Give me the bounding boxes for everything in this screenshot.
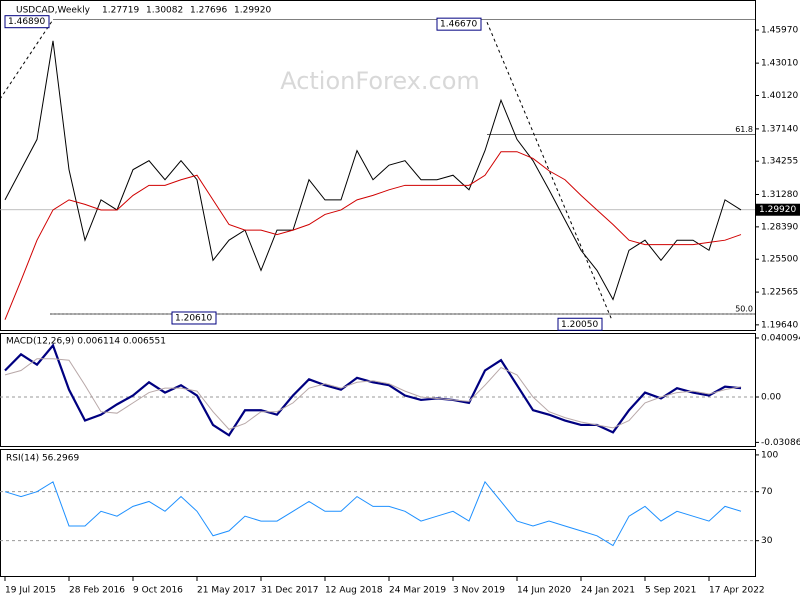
y-tick-label: 1.37140 [761, 124, 798, 134]
x-tick-label: 5 Sep 2021 [645, 586, 696, 596]
ohlc: 1.29920 [234, 6, 271, 16]
watermark: ActionForex.com [280, 67, 480, 95]
x-tick-label: 14 Jun 2020 [517, 586, 571, 596]
annotation-label: 1.20050 [561, 320, 598, 330]
x-tick-label: 3 Nov 2019 [453, 586, 505, 596]
y-tick-label: 1.45970 [761, 25, 798, 35]
current-price-box [756, 203, 800, 216]
macd-panel [0, 333, 756, 447]
y-tick-label: 1.43010 [761, 59, 798, 69]
x-tick-label: 9 Oct 2016 [133, 586, 183, 596]
series-line [4, 40, 742, 301]
trend-line [0, 19, 54, 100]
macd-title: MACD(12,26,9) 0.006114 0.006551 [6, 337, 166, 347]
current-price-label: 1.29920 [759, 205, 796, 215]
ohlc: 1.27696 [190, 6, 227, 16]
x-tick-label: 31 Dec 2017 [261, 586, 319, 596]
y-tick-label: 100 [761, 450, 778, 460]
y-tick-label: 70 [761, 487, 773, 497]
ohlc: 1.30082 [146, 6, 183, 16]
x-tick-label: 24 Mar 2019 [389, 586, 446, 596]
x-tick-label: 17 Apr 2022 [709, 586, 765, 596]
y-tick-label: 30 [761, 536, 773, 546]
annotation-label: 1.20610 [175, 313, 212, 323]
y-tick-label: 1.40120 [761, 91, 798, 101]
y-tick-label: -0.03086 [761, 438, 800, 448]
annotation-box [436, 17, 482, 31]
annotation-label: 1.46670 [440, 20, 477, 30]
y-tick-label: 1.31280 [761, 190, 798, 200]
y-tick-label: 1.25500 [761, 255, 798, 265]
annotation-label: 1.46890 [8, 17, 45, 27]
x-tick-label: 12 Aug 2018 [325, 586, 383, 596]
annotation-box [171, 311, 217, 325]
y-tick-label: 1.19640 [761, 320, 798, 330]
rsi-panel [0, 449, 756, 577]
fib-label: 61.8 [735, 125, 753, 134]
x-tick-label: 19 Jul 2015 [5, 586, 56, 596]
series-line [4, 358, 742, 430]
series-line [4, 343, 742, 437]
series-line [4, 151, 742, 320]
fib-label: 50.0 [735, 304, 753, 313]
x-tick-label: 24 Jan 2021 [581, 586, 635, 596]
y-tick-label: 0.040094 [761, 333, 800, 343]
price-panel [0, 0, 756, 331]
y-tick-label: 0.00 [761, 392, 781, 402]
series-line [4, 480, 742, 547]
annotation-box [4, 15, 50, 29]
y-tick-label: 1.34255 [761, 157, 798, 167]
x-tick-label: 28 Feb 2016 [69, 586, 125, 596]
y-tick-label: 1.22565 [761, 288, 798, 298]
x-tick-label: 21 May 2017 [197, 586, 256, 596]
y-tick-label: 1.28390 [761, 222, 798, 232]
ohlc: 1.27719 [102, 6, 139, 16]
annotation-box [557, 317, 603, 331]
rsi-title: RSI(14) 56.2969 [6, 454, 79, 464]
symbol: USDCAD,Weekly [16, 6, 91, 16]
